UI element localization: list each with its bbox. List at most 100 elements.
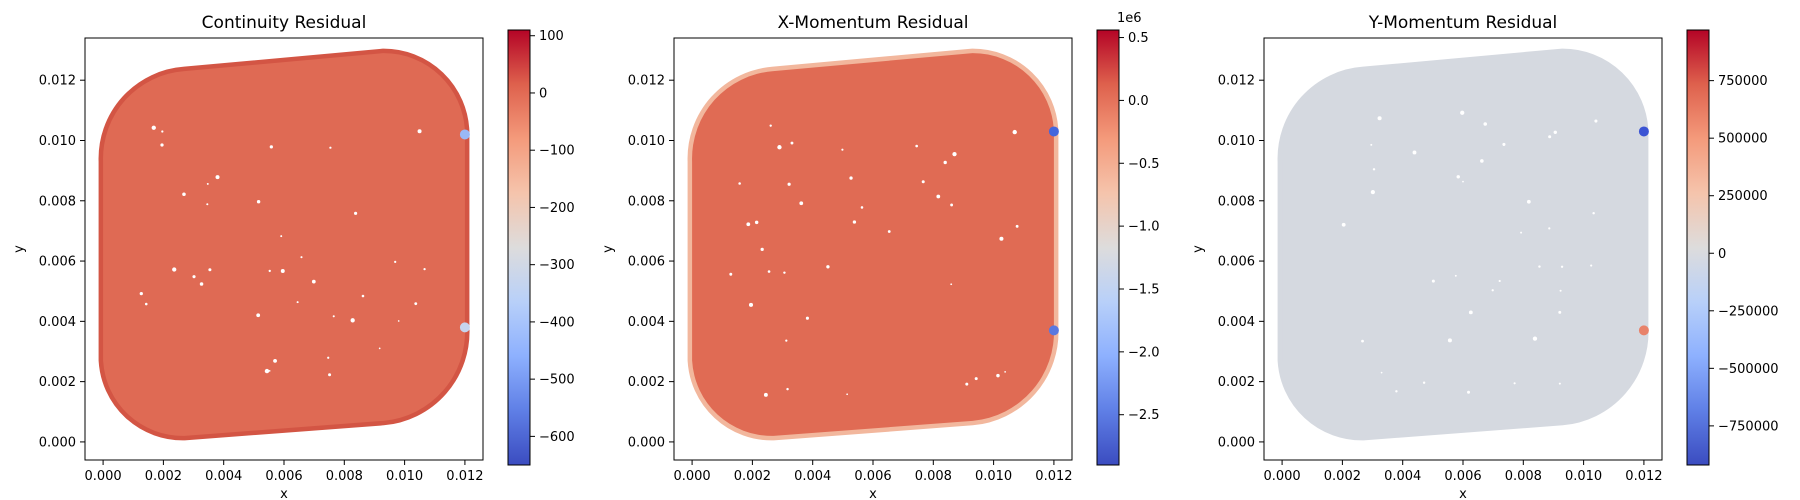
missing-point bbox=[311, 279, 316, 284]
missing-point bbox=[1012, 129, 1017, 135]
missing-point bbox=[1559, 289, 1562, 292]
missing-point bbox=[1520, 231, 1523, 234]
missing-point bbox=[786, 387, 789, 391]
missing-point bbox=[208, 268, 212, 272]
missing-point bbox=[1372, 168, 1376, 171]
missing-point bbox=[799, 201, 804, 206]
missing-point bbox=[1560, 265, 1564, 268]
colorbar-tick-label: −200 bbox=[539, 201, 575, 216]
missing-point bbox=[785, 339, 788, 342]
missing-point bbox=[1395, 390, 1398, 393]
x-tick-label: 0.006 bbox=[854, 469, 891, 484]
panel-2: X-Momentum Residual 0.000 0.002 0.004 0.006 0… bbox=[601, 11, 1160, 500]
panel-title: Y-Momentum Residual bbox=[1368, 13, 1558, 33]
missing-point bbox=[256, 200, 261, 204]
missing-point bbox=[1553, 130, 1557, 134]
missing-point bbox=[950, 203, 954, 207]
colorbar-tick-label: −250000 bbox=[1718, 304, 1779, 319]
missing-point bbox=[1513, 382, 1516, 385]
x-tick-label: 0.010 bbox=[1565, 469, 1602, 484]
x-tick-label: 0.004 bbox=[794, 469, 831, 484]
colorbar-tick-label: 500000 bbox=[1718, 132, 1768, 147]
missing-point bbox=[1532, 336, 1538, 341]
missing-point bbox=[1370, 143, 1373, 146]
missing-point bbox=[280, 235, 283, 238]
y-tick-label: 0.004 bbox=[1218, 315, 1255, 330]
colorbar-tick-label: −2.0 bbox=[1128, 345, 1160, 360]
colorbar-tick-label: 250000 bbox=[1718, 189, 1768, 204]
missing-point bbox=[327, 356, 330, 359]
residual-field-inner bbox=[692, 53, 1055, 436]
missing-point bbox=[846, 393, 848, 396]
missing-point bbox=[206, 203, 209, 206]
missing-point bbox=[950, 283, 953, 286]
missing-point bbox=[783, 271, 786, 274]
missing-point bbox=[921, 180, 925, 184]
missing-point bbox=[1412, 150, 1417, 155]
x-tick-label: 0.002 bbox=[1324, 469, 1361, 484]
missing-point bbox=[1548, 135, 1552, 139]
missing-point bbox=[1592, 211, 1595, 215]
missing-point bbox=[887, 230, 891, 233]
y-tick-label: 0.002 bbox=[1218, 375, 1255, 390]
y-tick-label: 0.000 bbox=[39, 435, 76, 450]
y-tick-label: 0.010 bbox=[39, 134, 76, 149]
y-tick-label: 0.000 bbox=[1218, 435, 1255, 450]
missing-point bbox=[192, 275, 196, 279]
y-tick-label: 0.012 bbox=[628, 74, 665, 89]
missing-point bbox=[1526, 199, 1531, 204]
x-tick-label: 0.010 bbox=[386, 469, 423, 484]
missing-point bbox=[394, 260, 397, 264]
missing-point bbox=[1558, 382, 1561, 385]
missing-point bbox=[943, 160, 947, 165]
x-tick-label: 0.004 bbox=[205, 469, 242, 484]
missing-point bbox=[414, 302, 418, 306]
x-tick-label: 0.002 bbox=[145, 469, 182, 484]
x-tick-label: 0.000 bbox=[1263, 469, 1300, 484]
missing-point bbox=[268, 370, 271, 372]
panel-title: Continuity Residual bbox=[202, 13, 367, 33]
extreme-point bbox=[1638, 325, 1649, 336]
missing-point bbox=[161, 130, 164, 133]
colorbar-tick-label: 750000 bbox=[1718, 74, 1768, 89]
y-tick-label: 0.008 bbox=[39, 194, 76, 209]
y-tick-label: 0.006 bbox=[1218, 255, 1255, 270]
missing-point bbox=[999, 236, 1004, 241]
x-axis-label: x bbox=[869, 487, 877, 500]
x-axis-label: x bbox=[1459, 487, 1467, 500]
x-tick-label: 0.000 bbox=[673, 469, 710, 484]
missing-point bbox=[1454, 274, 1457, 277]
missing-point bbox=[1447, 338, 1452, 343]
missing-point bbox=[748, 302, 754, 307]
missing-point bbox=[915, 144, 918, 148]
extreme-point bbox=[459, 322, 470, 333]
x-tick-label: 0.008 bbox=[326, 469, 363, 484]
missing-point bbox=[746, 222, 751, 227]
missing-point bbox=[787, 182, 791, 186]
missing-point bbox=[965, 382, 969, 386]
missing-point bbox=[1377, 116, 1382, 121]
y-tick-label: 0.006 bbox=[628, 255, 665, 270]
missing-point bbox=[952, 152, 957, 157]
colorbar bbox=[1096, 29, 1120, 466]
colorbar-tick-label: −600 bbox=[539, 430, 575, 445]
missing-point bbox=[206, 182, 209, 185]
missing-point bbox=[354, 211, 358, 215]
missing-point bbox=[1462, 180, 1464, 183]
missing-point bbox=[1361, 339, 1364, 343]
missing-point bbox=[350, 318, 355, 323]
y-tick-label: 0.008 bbox=[1218, 194, 1255, 209]
y-tick-label: 0.002 bbox=[39, 375, 76, 390]
missing-point bbox=[763, 392, 768, 397]
extreme-point bbox=[1048, 126, 1059, 137]
colorbar-tick-label: −1.0 bbox=[1128, 220, 1160, 235]
y-tick-label: 0.004 bbox=[39, 315, 76, 330]
missing-point bbox=[1422, 381, 1426, 384]
missing-point bbox=[1538, 265, 1541, 268]
missing-point bbox=[1468, 310, 1473, 315]
panel-1: Continuity Residual 0.000 0.002 0.004 0.006 0… bbox=[12, 13, 575, 500]
extreme-point bbox=[1638, 126, 1649, 137]
missing-point bbox=[361, 294, 365, 298]
missing-point bbox=[1594, 119, 1598, 123]
